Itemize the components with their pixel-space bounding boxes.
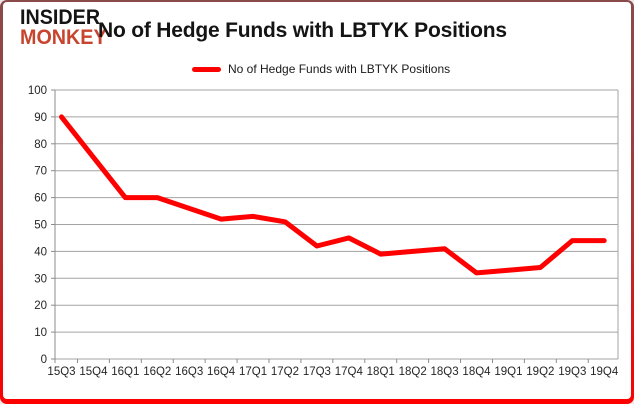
logo-insider-text: INSIDER	[20, 6, 101, 29]
y-tick-label: 0	[41, 354, 47, 366]
y-tick-label: 20	[34, 300, 47, 312]
x-tick-label: 19Q3	[558, 366, 586, 378]
y-tick-label: 60	[34, 193, 47, 205]
x-tick-label: 17Q3	[303, 366, 331, 378]
line-chart: 0 10 20 30 40 50 60 70 80 90 100 15Q3 15Q4 16Q1 16Q2 16…	[28, 85, 619, 378]
legend-label: No of Hedge Funds with LBTYK Positions	[228, 62, 451, 76]
x-tick-label: 17Q1	[239, 366, 267, 378]
y-tick-label: 90	[34, 112, 47, 124]
x-tick-label: 16Q3	[175, 366, 203, 378]
y-tick-label: 40	[34, 246, 47, 258]
x-tick-label: 18Q3	[431, 366, 459, 378]
legend-line-swatch	[192, 66, 221, 72]
x-tick-label: 18Q2	[399, 366, 427, 378]
chart-title: No of Hedge Funds with LBTYK Positions	[98, 19, 507, 42]
x-tick-label: 18Q1	[367, 366, 395, 378]
y-tick-label: 80	[34, 139, 47, 151]
x-tick-label: 17Q4	[335, 366, 364, 378]
x-tick-label: 16Q1	[111, 366, 139, 378]
x-tick-label: 17Q2	[271, 366, 299, 378]
series-line-hedge-funds	[59, 114, 607, 276]
y-tick-label: 10	[34, 327, 47, 339]
y-tick-label: 100	[28, 85, 47, 97]
x-tick-label: 19Q4	[590, 366, 619, 378]
x-tick-label: 19Q1	[494, 366, 522, 378]
y-tick-label: 30	[34, 273, 47, 285]
x-tick-label: 16Q4	[207, 366, 236, 378]
chart-canvas: INSIDER MONKEY No of Hedge Funds with LB…	[3, 2, 631, 399]
x-tick-label: 19Q2	[526, 366, 554, 378]
legend: No of Hedge Funds with LBTYK Positions	[192, 62, 450, 76]
x-tick-label: 15Q4	[79, 366, 108, 378]
x-tick-label: 16Q2	[143, 366, 171, 378]
y-tick-label: 70	[34, 166, 47, 178]
x-tick-label: 15Q3	[47, 366, 75, 378]
insider-monkey-logo: INSIDER MONKEY	[20, 7, 107, 48]
x-tick-label: 18Q4	[462, 366, 491, 378]
logo-monkey-text: MONKEY	[20, 26, 107, 49]
y-tick-label: 50	[34, 220, 47, 232]
